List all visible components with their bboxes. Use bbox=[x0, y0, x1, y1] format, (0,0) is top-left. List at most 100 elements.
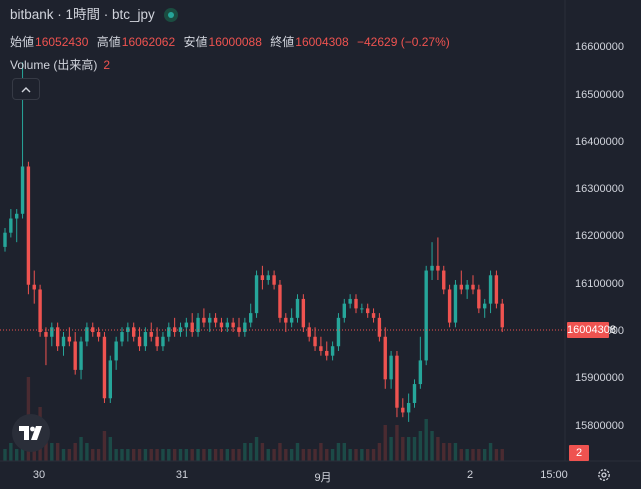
candle bbox=[126, 327, 130, 333]
candle bbox=[85, 327, 89, 342]
volume-bar bbox=[313, 449, 317, 461]
candle bbox=[219, 322, 224, 328]
volume-bar bbox=[132, 449, 136, 461]
price-tick-label: 16300000 bbox=[575, 183, 624, 196]
volume-bar bbox=[79, 437, 83, 461]
volume-bar bbox=[167, 449, 171, 461]
candle bbox=[184, 322, 189, 328]
change-value: −42629 (−0.27%) bbox=[357, 35, 450, 49]
volume-bar bbox=[383, 425, 387, 461]
volume-bar bbox=[360, 449, 364, 461]
volume-bar bbox=[377, 443, 382, 461]
candle bbox=[447, 289, 452, 323]
volume-bar bbox=[85, 443, 89, 461]
current-price-tag: 16004308 bbox=[567, 322, 616, 338]
candle bbox=[3, 232, 7, 247]
low-label: 安値 bbox=[183, 35, 208, 49]
volume-bar bbox=[430, 431, 434, 461]
volume-bar bbox=[336, 443, 341, 461]
volume-bar bbox=[319, 443, 323, 461]
candle bbox=[237, 327, 241, 333]
price-tick-label: 16600000 bbox=[575, 41, 624, 54]
volume-bar bbox=[73, 443, 77, 461]
candle bbox=[313, 336, 317, 347]
chart-title: bitbank · 1時間 · btc_jpy bbox=[10, 7, 155, 22]
time-tick-label: 31 bbox=[175, 469, 189, 481]
candle bbox=[91, 327, 95, 333]
tradingview-logo[interactable] bbox=[12, 414, 50, 452]
volume-bar bbox=[278, 443, 282, 461]
candle bbox=[102, 336, 107, 399]
gear-icon[interactable] bbox=[597, 468, 611, 482]
candle bbox=[79, 341, 83, 370]
volume-bar bbox=[219, 449, 224, 461]
volume-bar bbox=[61, 449, 66, 461]
volume-bar bbox=[289, 449, 294, 461]
volume-bar bbox=[190, 449, 194, 461]
candle bbox=[360, 308, 364, 310]
candle bbox=[120, 332, 124, 342]
volume-bar bbox=[342, 443, 346, 461]
candle bbox=[307, 327, 311, 337]
price-tick-label: 15900000 bbox=[575, 372, 624, 385]
volume-bar bbox=[178, 449, 183, 461]
candle bbox=[406, 402, 411, 413]
volume-bar bbox=[172, 449, 177, 461]
candle bbox=[430, 265, 434, 271]
candle bbox=[342, 303, 346, 318]
volume-bar bbox=[465, 449, 469, 461]
volume-bar bbox=[295, 443, 300, 461]
candle bbox=[325, 350, 329, 356]
volume-tag: 2 bbox=[569, 445, 589, 461]
candle bbox=[301, 298, 306, 328]
volume-label: Volume (出来高) bbox=[10, 58, 98, 72]
volume-bar bbox=[272, 449, 276, 461]
volume-bar bbox=[389, 437, 393, 461]
volume-bar bbox=[249, 443, 253, 461]
candle bbox=[231, 322, 235, 328]
candle bbox=[225, 322, 229, 328]
candle bbox=[132, 327, 136, 337]
volume-bar bbox=[477, 449, 481, 461]
candle bbox=[465, 284, 469, 290]
volume-bar bbox=[143, 449, 148, 461]
candle bbox=[143, 332, 148, 347]
candle bbox=[371, 313, 376, 318]
candle bbox=[336, 317, 341, 347]
volume-value: 2 bbox=[103, 58, 111, 72]
low-value: 16000088 bbox=[208, 35, 262, 49]
candle bbox=[330, 346, 335, 356]
collapse-legend-button[interactable] bbox=[12, 78, 40, 100]
close-label: 終値 bbox=[270, 35, 295, 49]
candle bbox=[137, 336, 142, 347]
candle bbox=[494, 275, 499, 304]
candle bbox=[477, 289, 481, 309]
candle bbox=[418, 360, 423, 385]
volume-bar bbox=[424, 419, 428, 461]
open-value: 16052430 bbox=[35, 35, 89, 49]
volume-bar bbox=[418, 431, 423, 461]
candle bbox=[459, 284, 463, 290]
candle bbox=[9, 218, 13, 233]
candle bbox=[348, 298, 352, 304]
volume-bar bbox=[284, 449, 288, 461]
price-tick-label: 16200000 bbox=[575, 230, 624, 243]
volume-bar bbox=[325, 449, 329, 461]
volume-bar bbox=[237, 449, 241, 461]
volume-bar bbox=[102, 431, 107, 461]
candle bbox=[155, 336, 159, 347]
candle bbox=[442, 270, 446, 290]
candle bbox=[44, 332, 48, 337]
volume-bar bbox=[137, 449, 142, 461]
candle bbox=[161, 336, 165, 347]
candle bbox=[26, 166, 31, 285]
volume-bar bbox=[447, 443, 452, 461]
candle bbox=[167, 327, 171, 337]
ohlc-legend: 始値16052430 高値16062062 安値16000088 終値16004… bbox=[10, 34, 455, 50]
volume-bar bbox=[126, 449, 130, 461]
time-tick-label: 30 bbox=[32, 469, 46, 481]
volume-bar bbox=[301, 449, 306, 461]
candle bbox=[96, 332, 101, 337]
candle bbox=[190, 322, 194, 333]
